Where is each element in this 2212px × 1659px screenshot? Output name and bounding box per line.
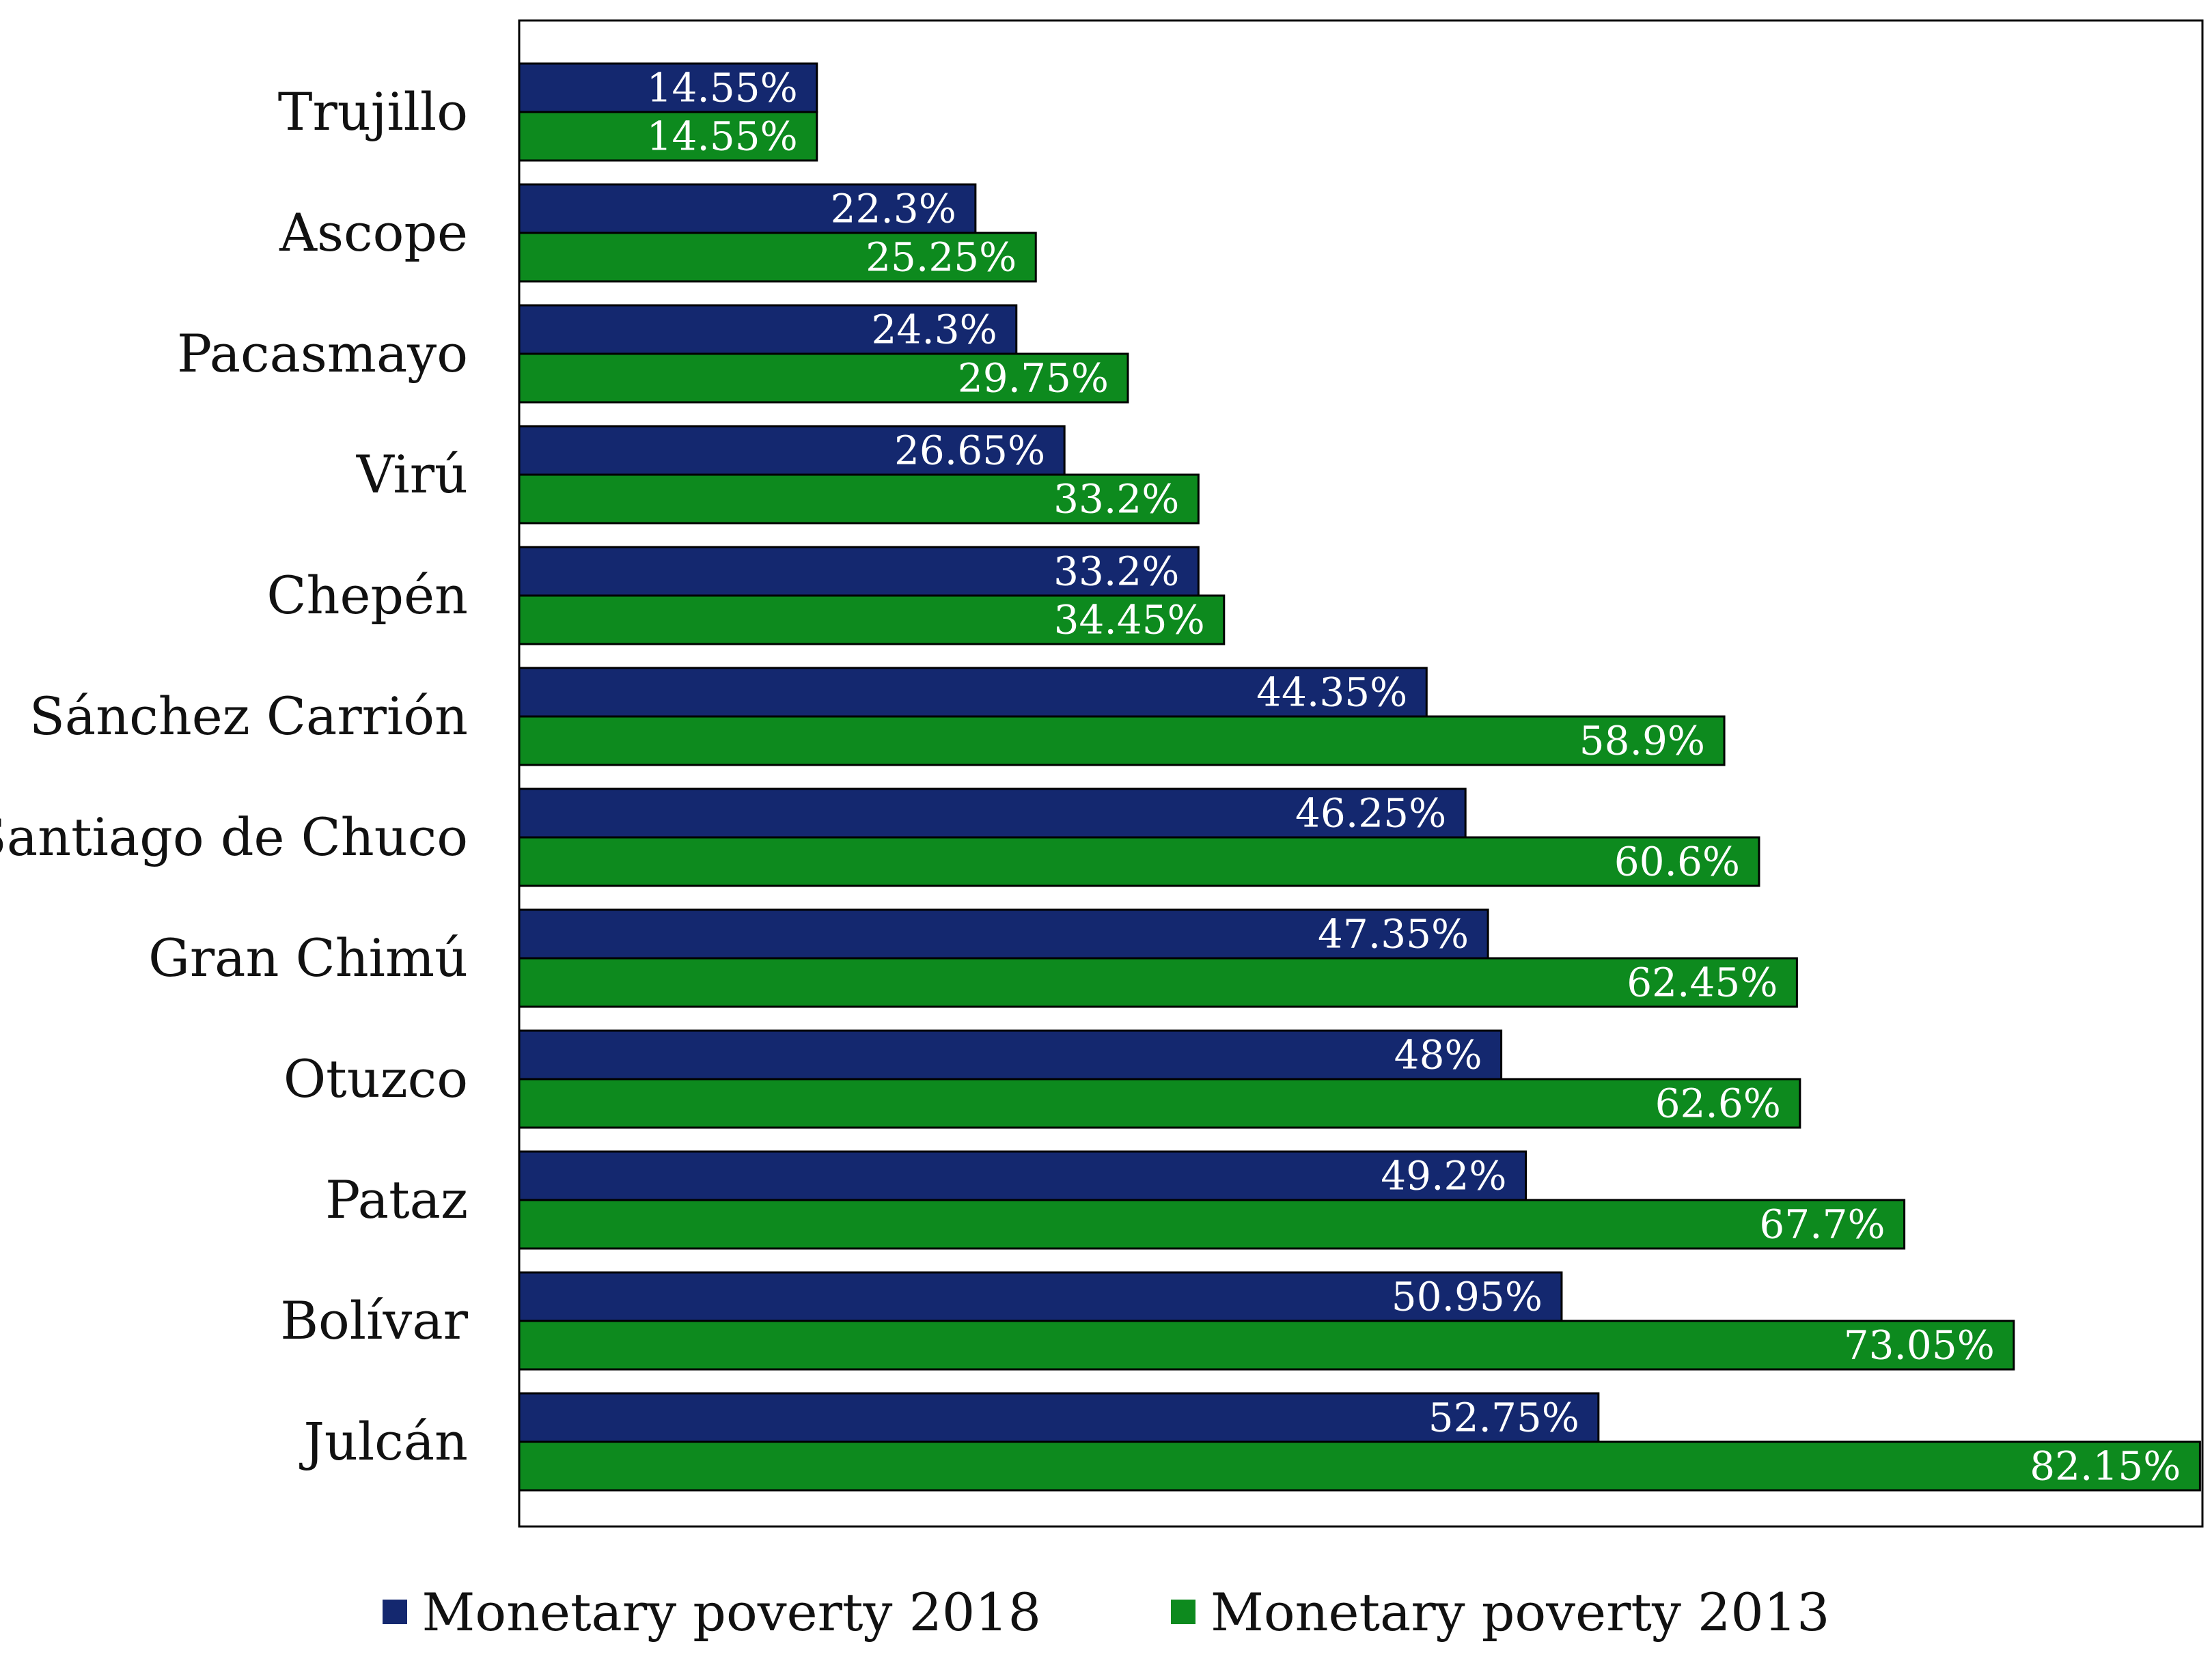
- category-labels: Trujillo Ascope Pacasmayo Virú Chepén Sánchez…: [0, 81, 469, 1472]
- bar-2018-julcan: [518, 1392, 1600, 1443]
- category-label-trujillo: Trujillo: [278, 81, 468, 142]
- data-label-2018-viru: 26.65%: [894, 428, 1045, 474]
- data-label-2018-otuzco: 48%: [1394, 1032, 1482, 1078]
- data-label-2018-gran-chimu: 47.35%: [1318, 911, 1469, 958]
- bar-2013-otuzco: [518, 1078, 1801, 1129]
- data-label-2018-bolivar: 50.95%: [1392, 1274, 1543, 1320]
- legend-swatch-2013: [1171, 1600, 1195, 1624]
- bar-2013-trujillo: [518, 111, 818, 162]
- bar-2013-sanchez-carrion: [518, 715, 1726, 766]
- category-label-chepen: Chepén: [266, 565, 468, 626]
- data-label-2013-pataz: 67.7%: [1759, 1201, 1885, 1248]
- legend: Monetary poverty 2018 Monetary poverty 2…: [0, 1571, 2212, 1653]
- legend-label-2018: Monetary poverty 2018: [421, 1581, 1041, 1643]
- category-label-ascope: Ascope: [279, 202, 468, 263]
- legend-label-2013: Monetary poverty 2013: [1211, 1581, 1830, 1643]
- data-label-2013-otuzco: 62.6%: [1655, 1081, 1781, 1127]
- data-label-2018-julcan: 52.75%: [1428, 1395, 1579, 1441]
- data-label-2013-ascope: 25.25%: [866, 234, 1017, 281]
- bar-2018-viru: [518, 425, 1066, 476]
- bar-2018-pataz: [518, 1150, 1527, 1201]
- category-label-viru: Virú: [356, 444, 468, 505]
- data-labels: 14.55%14.55% 22.3%25.25% 24.3%29.75% 26.65%…: [647, 65, 2181, 1490]
- legend-swatch-2018: [382, 1600, 407, 1624]
- data-label-2013-chepen: 34.45%: [1054, 597, 1205, 643]
- bar-2013-bolivar: [518, 1320, 2015, 1371]
- category-label-santiago-de-chuco: Santiago de Chuco: [0, 807, 468, 867]
- bar-2013-pacasmayo: [518, 352, 1129, 404]
- bar-2018-pacasmayo: [518, 304, 1018, 355]
- data-label-2018-pacasmayo: 24.3%: [872, 307, 997, 353]
- data-label-2018-chepen: 33.2%: [1053, 548, 1179, 595]
- bar-2013-gran-chimu: [518, 957, 1798, 1008]
- bar-2018-otuzco: [518, 1029, 1503, 1081]
- data-label-2018-trujillo: 14.55%: [647, 65, 798, 111]
- bar-2013-pataz: [518, 1199, 1906, 1250]
- category-label-otuzco: Otuzco: [284, 1048, 468, 1109]
- data-label-2013-bolivar: 73.05%: [1844, 1322, 1995, 1369]
- chart-plot: Trujillo Ascope Pacasmayo Virú Chepén Sánchez…: [0, 19, 2204, 1528]
- data-label-2013-julcan: 82.15%: [2030, 1443, 2181, 1490]
- bar-2018-chepen: [518, 546, 1200, 597]
- data-label-2018-pataz: 49.2%: [1381, 1153, 1506, 1199]
- bar-2013-chepen: [518, 594, 1226, 645]
- category-label-pacasmayo: Pacasmayo: [177, 323, 468, 384]
- category-label-pataz: Pataz: [325, 1169, 468, 1230]
- bar-2018-trujillo: [518, 62, 818, 113]
- category-label-bolivar: Bolívar: [280, 1290, 468, 1351]
- category-label-julcan: Julcán: [299, 1411, 468, 1472]
- legend-item-2018: Monetary poverty 2018: [382, 1581, 1041, 1643]
- bar-2013-santiago-de-chuco: [518, 836, 1760, 887]
- bar-2018-santiago-de-chuco: [518, 787, 1467, 839]
- legend-item-2013: Monetary poverty 2013: [1171, 1582, 1829, 1643]
- bar-2013-ascope: [518, 232, 1037, 283]
- data-label-2013-viru: 33.2%: [1053, 476, 1179, 522]
- data-label-2018-ascope: 22.3%: [831, 186, 956, 232]
- category-label-sanchez-carrion: Sánchez Carrión: [29, 686, 468, 747]
- bar-2018-sanchez-carrion: [518, 667, 1428, 718]
- data-label-2013-pacasmayo: 29.75%: [958, 355, 1109, 402]
- bar-2013-viru: [518, 473, 1200, 525]
- data-label-2013-sanchez-carrion: 58.9%: [1579, 718, 1705, 764]
- bar-2013-julcan: [518, 1440, 2201, 1492]
- bars-layer: [518, 62, 2201, 1492]
- bar-2018-bolivar: [518, 1271, 1563, 1322]
- bar-2018-gran-chimu: [518, 908, 1489, 960]
- data-label-2018-santiago-de-chuco: 46.25%: [1295, 790, 1446, 837]
- data-label-2013-gran-chimu: 62.45%: [1627, 960, 1778, 1006]
- category-label-gran-chimu: Gran Chimú: [148, 928, 468, 988]
- data-label-2018-sanchez-carrion: 44.35%: [1256, 669, 1407, 716]
- data-label-2013-santiago-de-chuco: 60.6%: [1614, 839, 1740, 885]
- data-label-2013-trujillo: 14.55%: [647, 113, 798, 160]
- bar-2018-ascope: [518, 183, 977, 234]
